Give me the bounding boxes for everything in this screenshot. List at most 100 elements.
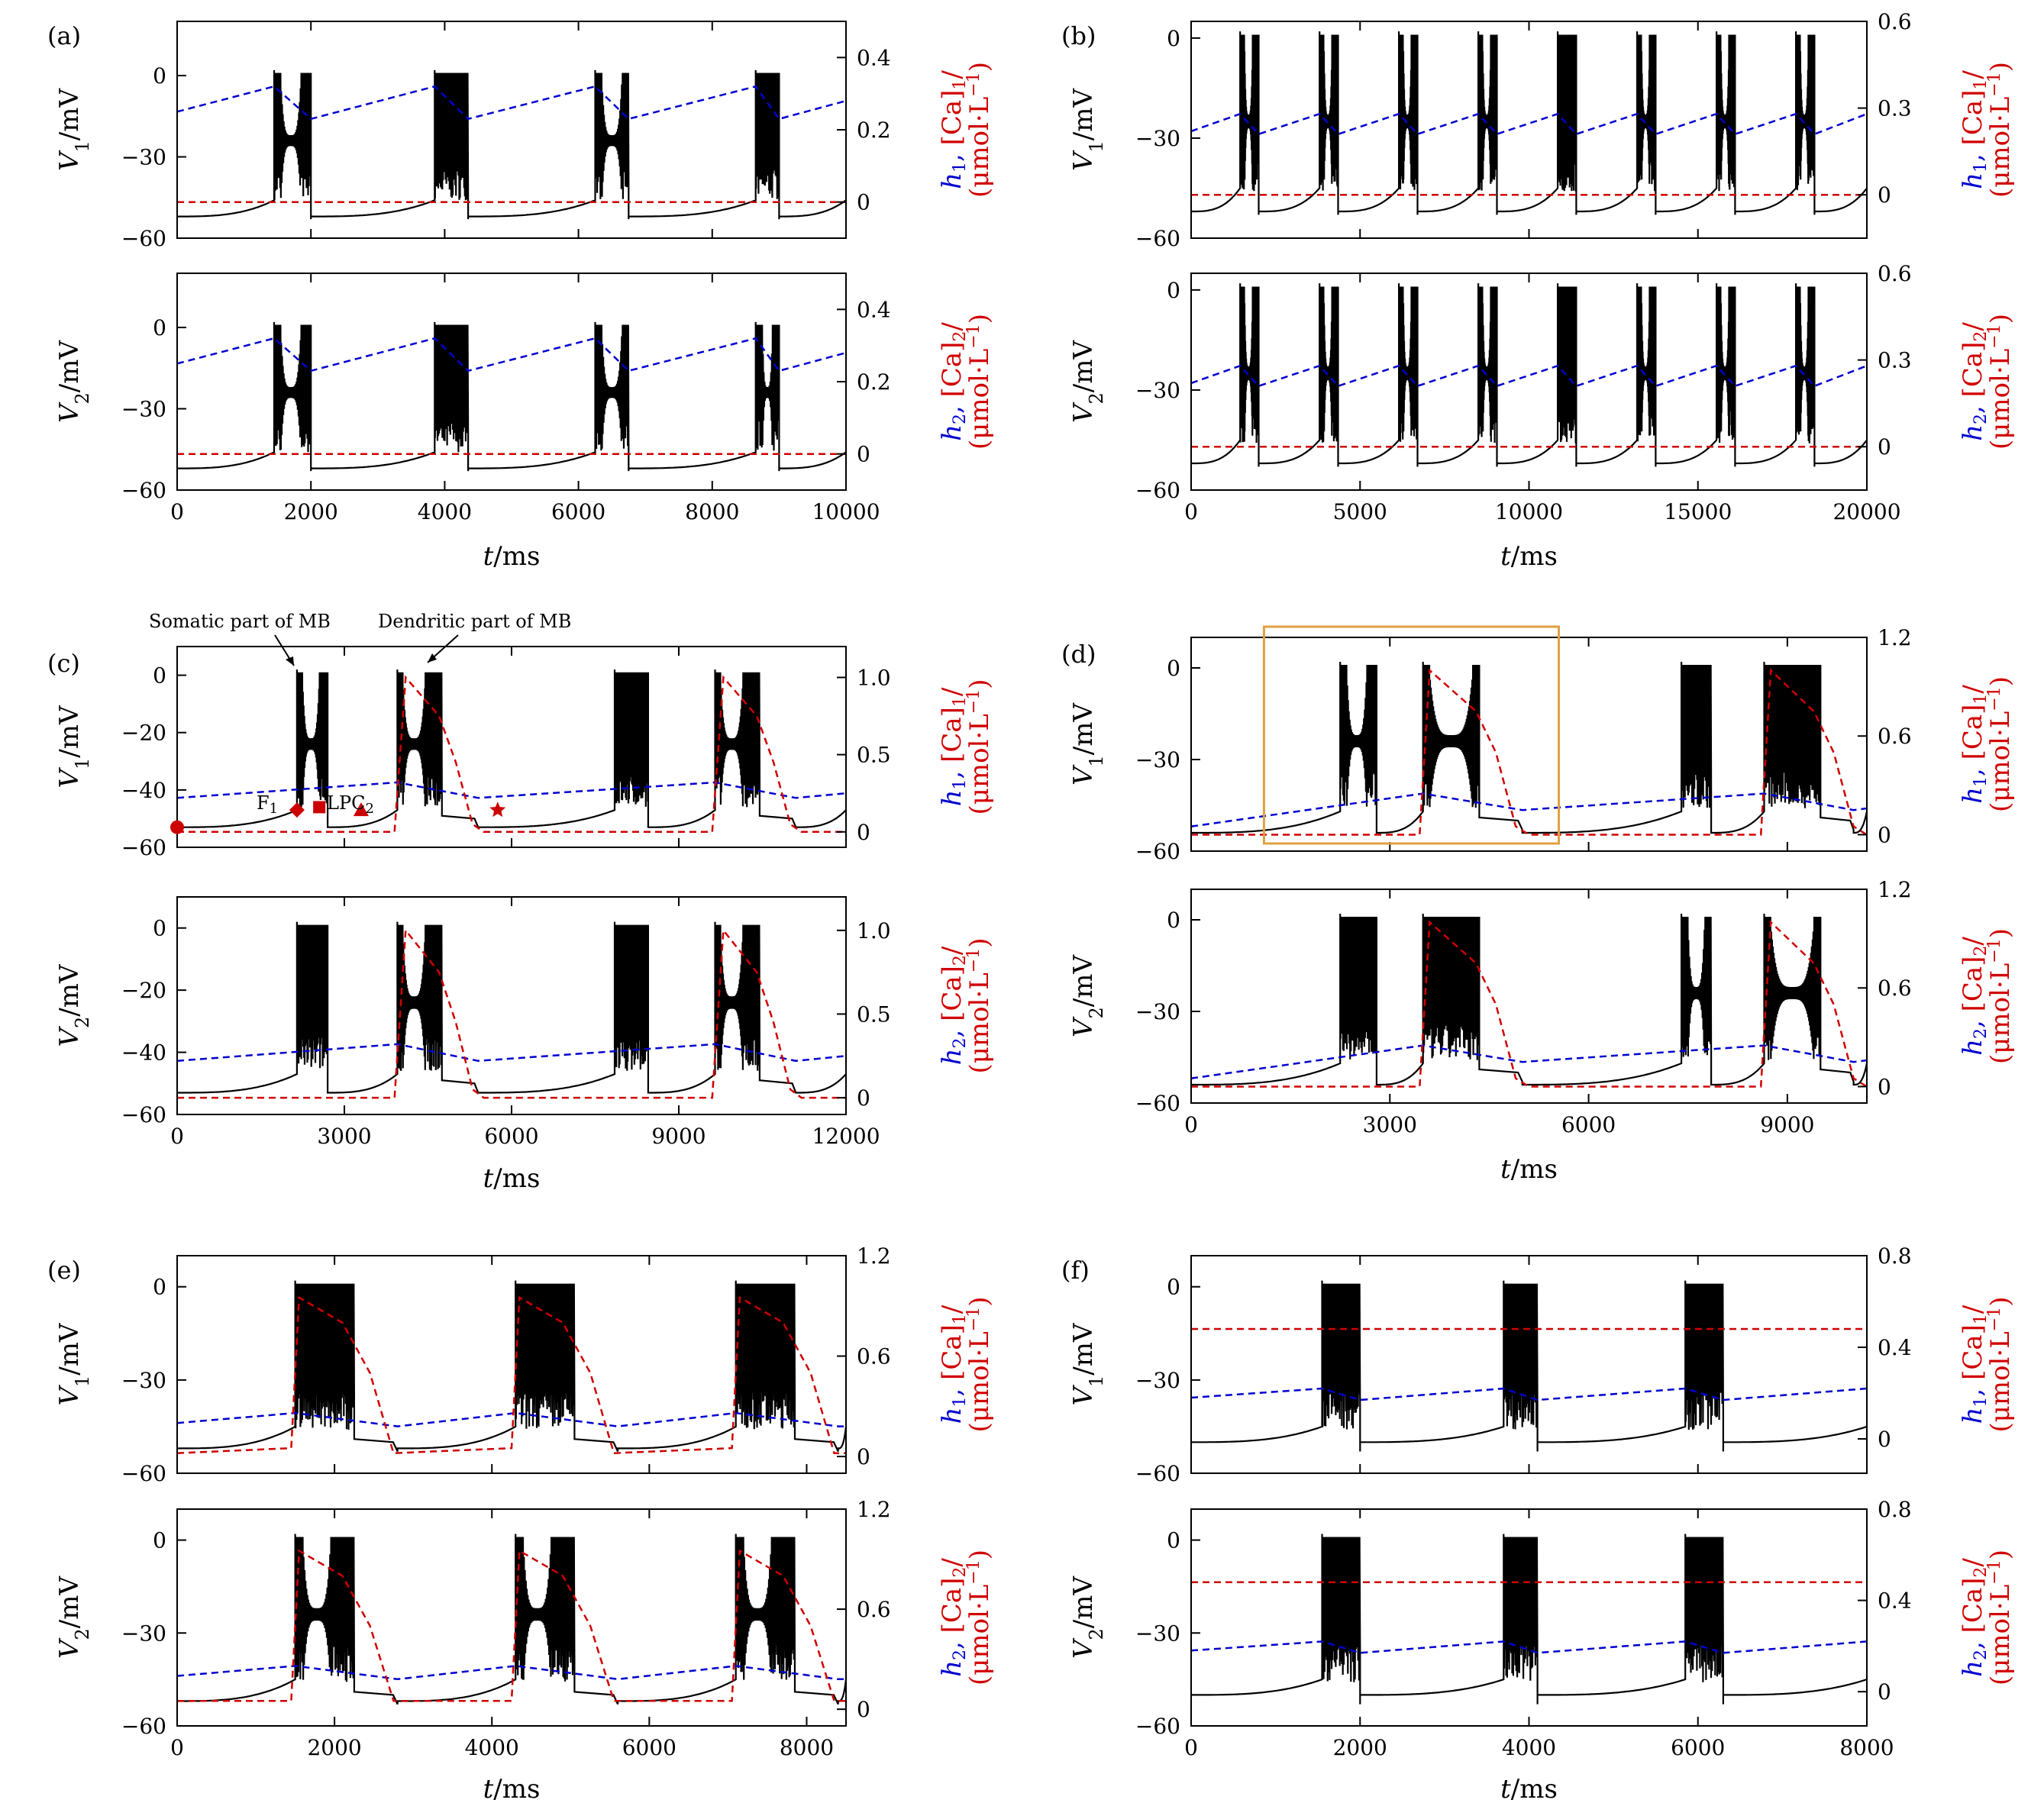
- h-trace: [1191, 364, 1867, 388]
- y-tick-label-left: −60: [121, 1102, 166, 1127]
- h-trace: [1191, 1044, 1867, 1079]
- y-axis-label-right: h2, [Ca]2/: [1958, 322, 1991, 441]
- y-axis-label-left: V1/mV: [1068, 88, 1107, 172]
- y-tick-label-left: −30: [121, 145, 166, 170]
- h-trace: [1191, 112, 1867, 136]
- x-tick-label: 0: [170, 499, 184, 524]
- x-tick-label: 15000: [1664, 499, 1732, 524]
- y-tick-label-left: 0: [153, 916, 166, 941]
- subplot-a-1: −60 −30 0 0 0.2 0.4 V1/mV h1, [Ca]1/(μmol·L−1): [54, 21, 995, 251]
- y-axis-label-right: h2, [Ca]2/: [937, 1558, 970, 1677]
- y-tick-label-right: 0: [857, 442, 870, 467]
- y-tick-label-right: 0.4: [1878, 1335, 1912, 1360]
- y-axis-label-left: V2/mV: [1068, 1576, 1107, 1659]
- y-tick-label-left: 0: [153, 63, 166, 89]
- y-tick-label-right: 0.5: [857, 743, 891, 768]
- y-tick-label-left: −20: [121, 978, 166, 1003]
- ca-trace: [1191, 668, 1867, 836]
- y-tick-label-left: −30: [1135, 1621, 1180, 1646]
- y-axis-unit-right: (μmol·L−1): [1985, 1550, 2016, 1685]
- y-axis-label-right: h2, [Ca]2/: [1958, 1558, 1991, 1677]
- x-tick-label: 3000: [1363, 1112, 1417, 1137]
- x-axis-label: t/ms: [1500, 1154, 1558, 1185]
- voltage-trace: [177, 1534, 846, 1705]
- x-tick-label: 6000: [1671, 1735, 1725, 1760]
- y-tick-label-left: −30: [1135, 747, 1180, 772]
- y-tick-label-left: −40: [121, 1040, 166, 1066]
- plot-frame: [176, 1508, 847, 1727]
- x-tick-label: 0: [1184, 499, 1198, 524]
- voltage-trace: [177, 321, 846, 472]
- h-trace: [177, 1043, 846, 1063]
- x-tick-label: 5000: [1333, 499, 1387, 524]
- y-tick-label-left: 0: [1167, 1275, 1180, 1300]
- y-axis-unit-right: (μmol·L−1): [964, 679, 995, 814]
- y-tick-label-right: 1.2: [857, 1243, 891, 1269]
- x-tick-label: 10000: [1495, 499, 1563, 524]
- y-tick-label-left: 0: [153, 1528, 166, 1553]
- x-tick-label: 20000: [1832, 499, 1900, 524]
- plot-frame: [1190, 637, 1868, 852]
- y-tick-label-right: 0.6: [857, 1597, 891, 1622]
- y-axis-unit-right: (μmol·L−1): [964, 314, 995, 450]
- highlight-box: [1262, 625, 1561, 845]
- y-tick-label-right: 0: [857, 1085, 870, 1111]
- x-tick-label: 2000: [1333, 1735, 1387, 1760]
- voltage-trace: [177, 1280, 846, 1452]
- marker-star: [489, 802, 506, 818]
- x-tick-label: 4000: [465, 1735, 519, 1760]
- y-tick-label-right: 0.3: [1878, 348, 1912, 373]
- h-trace: [1191, 1640, 1867, 1654]
- y-tick-label-left: −60: [121, 1461, 166, 1486]
- annotation-lpc2: LPC2: [327, 792, 374, 817]
- y-tick-label-right: 0: [857, 820, 870, 845]
- x-tick-label: 8000: [685, 499, 739, 524]
- y-tick-label-left: −60: [1135, 226, 1180, 251]
- y-tick-label-left: −60: [121, 835, 166, 860]
- y-axis-label-left: V2/mV: [54, 1576, 93, 1659]
- y-tick-label-left: 0: [153, 1275, 166, 1300]
- y-tick-label-right: 0: [1878, 434, 1891, 460]
- y-tick-label-right: 0.6: [1878, 976, 1912, 1001]
- panel-label: (c): [47, 649, 80, 678]
- y-tick-label-left: −30: [121, 1368, 166, 1393]
- x-tick-label: 4000: [1502, 1735, 1556, 1760]
- y-tick-label-right: 0.5: [857, 1001, 891, 1027]
- y-axis-label-left: V1/mV: [1068, 702, 1107, 786]
- voltage-trace: [177, 921, 846, 1094]
- subplot-e-2: −60 −30 0 0 0.6 1.2 0 2000 4000 6000 8000 V2/mV h2, …: [54, 1497, 995, 1760]
- h-trace: [177, 1411, 846, 1427]
- ca-trace: [177, 927, 846, 1099]
- y-tick-label-left: −30: [1135, 126, 1180, 151]
- x-tick-label: 0: [170, 1124, 184, 1149]
- panel-label: (f): [1061, 1256, 1090, 1285]
- y-axis-label-left: V1/mV: [54, 705, 93, 789]
- y-axis-label-right: h1, [Ca]1/: [1958, 1305, 1991, 1424]
- y-tick-label-left: −60: [1135, 1091, 1180, 1116]
- y-tick-label-right: 0.6: [857, 1344, 891, 1369]
- y-tick-label-left: −60: [121, 226, 166, 251]
- x-tick-label: 6000: [622, 1735, 676, 1760]
- subplot-f-2: −60 −30 0 0 0.4 0.8 0 2000 4000 6000 8000 V2/mV h2, …: [1068, 1497, 2016, 1760]
- y-tick-label-right: 0: [857, 1697, 870, 1722]
- x-axis-label: t/ms: [1500, 541, 1558, 572]
- y-tick-label-right: 0.4: [857, 45, 891, 70]
- y-axis-label-right: h1, [Ca]1/: [937, 1305, 970, 1424]
- y-axis-label-left: V2/mV: [1068, 340, 1107, 424]
- y-tick-label-left: −60: [1135, 478, 1180, 503]
- y-tick-label-right: 0.6: [1878, 261, 1912, 286]
- y-tick-label-right: 0.8: [1878, 1243, 1912, 1269]
- y-axis-label-right: h1, [Ca]1/: [1958, 70, 1991, 189]
- subplot-b-2: −60 −30 0 0 0.3 0.6 0 5000 10000 15000 20000 V2/mV h…: [1068, 261, 2016, 524]
- x-tick-label: 0: [170, 1735, 184, 1760]
- y-axis-unit-right: (μmol·L−1): [964, 62, 995, 198]
- y-tick-label-right: 0.6: [1878, 724, 1912, 749]
- y-tick-label-right: 1.2: [857, 1497, 891, 1522]
- x-tick-label: 0: [1184, 1112, 1198, 1137]
- y-tick-label-left: −30: [1135, 999, 1180, 1024]
